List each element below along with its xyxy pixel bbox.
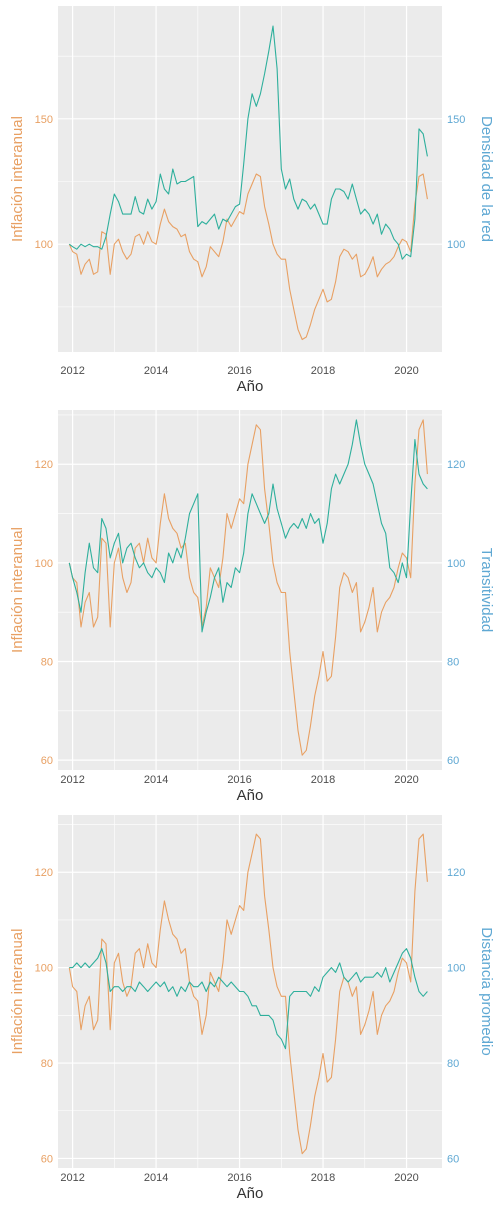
chart-2-x-tick-label: 2012 <box>60 774 84 786</box>
chart-2-x-tick-label: 2018 <box>311 774 335 786</box>
chart-2-panel-background <box>58 410 442 770</box>
chart-3-network-metric-line <box>69 948 428 1050</box>
chart-3-panel-background <box>58 815 442 1168</box>
chart-3-x-tick-label: 2020 <box>394 1172 418 1184</box>
chart-2-left-tick-label: 60 <box>41 755 53 767</box>
chart-2-left-tick-label: 80 <box>41 657 53 669</box>
chart-3-x-tick-label: 2016 <box>227 1172 251 1184</box>
chart-3-x-tick-label: 2012 <box>60 1172 84 1184</box>
chart-1-left-tick-label: 100 <box>35 239 53 251</box>
chart-3-left-tick-label: 60 <box>41 1153 53 1165</box>
chart-2-right-tick-label: 120 <box>447 459 465 471</box>
chart-3-right-tick-label: 80 <box>447 1058 459 1070</box>
chart-2-right-tick-label: 80 <box>447 657 459 669</box>
chart-3-right-tick-label: 60 <box>447 1153 459 1165</box>
chart-1-x-tick-label: 2018 <box>311 365 335 377</box>
chart-2-x-axis-title: Año <box>237 787 264 804</box>
chart-1-right-tick-label: 150 <box>447 114 465 126</box>
chart-1-x-tick-label: 2014 <box>144 365 168 377</box>
chart-3-left-tick-label: 100 <box>35 963 53 975</box>
chart-3-left-tick-label: 120 <box>35 867 53 879</box>
chart-2-inflation-line <box>68 419 428 756</box>
chart-1-x-tick-label: 2020 <box>394 365 418 377</box>
chart-2-right-axis-title: Transitividad <box>478 548 495 632</box>
chart-1-x-axis-title: Año <box>237 378 264 395</box>
chart-1-inflation-line <box>68 173 428 341</box>
chart-2-left-axis-title: Inflación interanual <box>9 527 26 653</box>
chart-3-x-axis-title: Año <box>237 1185 264 1202</box>
chart-1-network-metric-line <box>68 25 428 260</box>
chart-2-x-tick-label: 2016 <box>227 774 251 786</box>
chart-2-left-tick-label: 120 <box>35 459 53 471</box>
chart-2-network-metric-line <box>68 419 428 633</box>
chart-1-right-axis-title: Densidad de la red <box>478 116 495 242</box>
chart-2-right-tick-label: 100 <box>447 558 465 570</box>
chart-1-panel-background <box>58 6 442 352</box>
chart-1-x-tick-label: 2016 <box>227 365 251 377</box>
chart-3-x-tick-label: 2018 <box>311 1172 335 1184</box>
chart-2-x-tick-label: 2014 <box>144 774 168 786</box>
chart-3-left-tick-label: 80 <box>41 1058 53 1070</box>
chart-2-x-tick-label: 2020 <box>394 774 418 786</box>
chart-3-inflation-line <box>68 833 428 1155</box>
chart-2-left-tick-label: 100 <box>35 558 53 570</box>
chart-1-left-tick-label: 150 <box>35 114 53 126</box>
chart-3-right-tick-label: 120 <box>447 867 465 879</box>
chart-3-right-tick-label: 100 <box>447 963 465 975</box>
chart-1-right-tick-label: 100 <box>447 239 465 251</box>
chart-2-right-tick-label: 60 <box>447 755 459 767</box>
chart-1-left-axis-title: Inflación interanual <box>9 116 26 242</box>
chart-1-x-tick-label: 2012 <box>60 365 84 377</box>
chart-3-left-axis-title: Inflación interanual <box>9 929 26 1055</box>
chart-3-x-tick-label: 2014 <box>144 1172 168 1184</box>
chart-3-right-axis-title: Distancia promedio <box>478 927 495 1055</box>
